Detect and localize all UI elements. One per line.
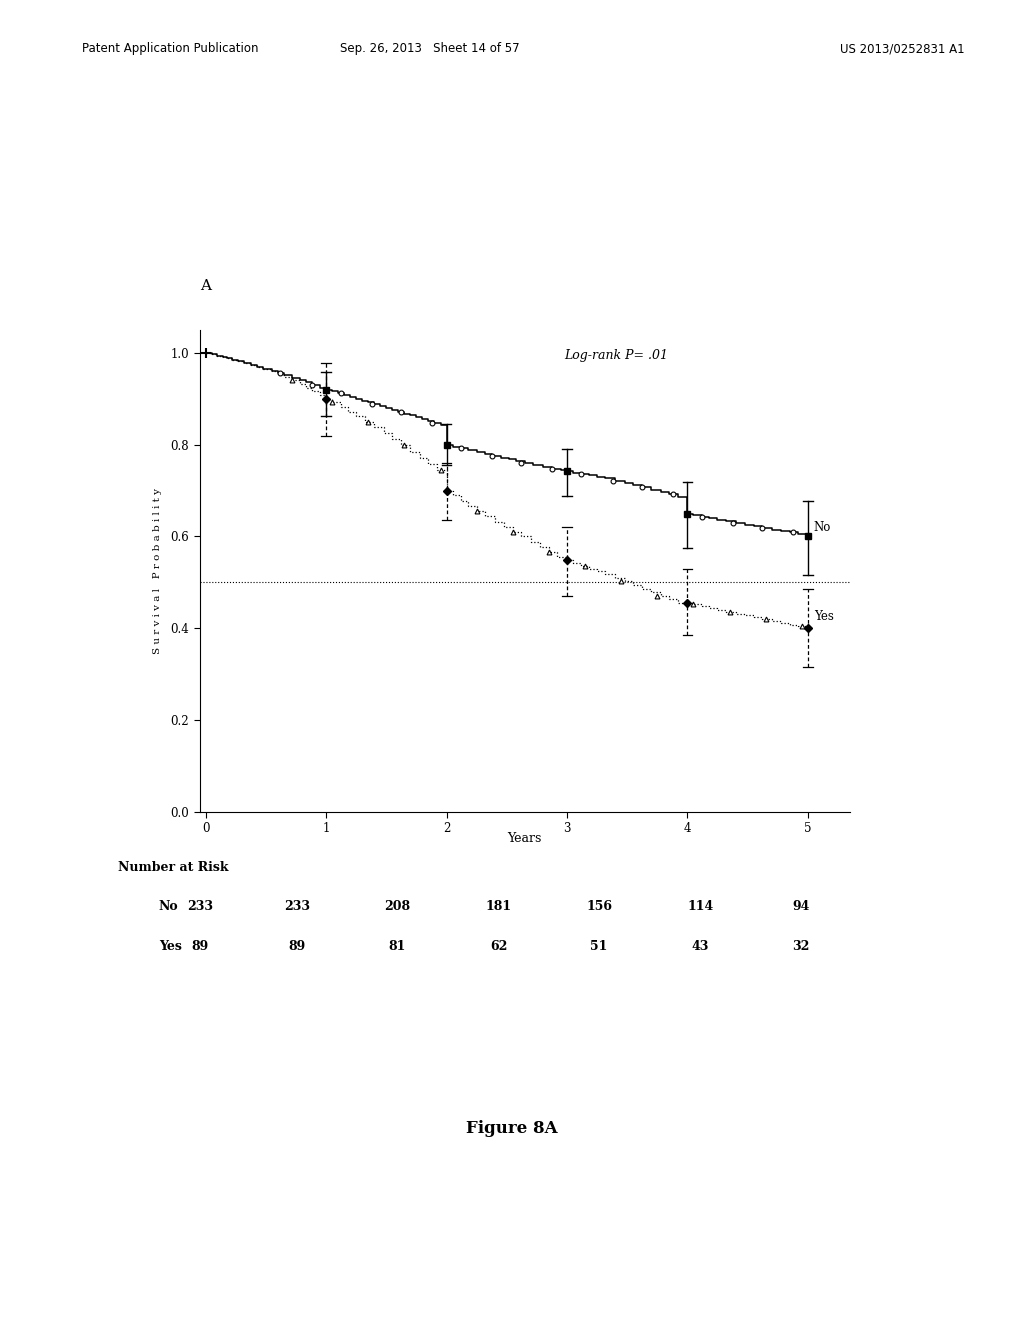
Text: Log-rank P= .01: Log-rank P= .01 — [564, 350, 668, 362]
Y-axis label: S u r v i v a l   P r o b a b i l i t y: S u r v i v a l P r o b a b i l i t y — [154, 488, 162, 653]
Text: 156: 156 — [586, 900, 612, 913]
Text: 89: 89 — [289, 940, 305, 953]
Text: 62: 62 — [490, 940, 507, 953]
Text: 233: 233 — [284, 900, 310, 913]
Text: 32: 32 — [793, 940, 809, 953]
Text: Patent Application Publication: Patent Application Publication — [82, 42, 258, 55]
Text: 94: 94 — [793, 900, 809, 913]
Text: No: No — [814, 521, 831, 533]
Text: No: No — [159, 900, 178, 913]
Text: Sep. 26, 2013   Sheet 14 of 57: Sep. 26, 2013 Sheet 14 of 57 — [340, 42, 520, 55]
Text: A: A — [200, 279, 211, 293]
Text: 208: 208 — [384, 900, 411, 913]
Text: Yes: Yes — [814, 610, 834, 623]
Text: 89: 89 — [191, 940, 208, 953]
Text: 233: 233 — [186, 900, 213, 913]
Text: 81: 81 — [389, 940, 406, 953]
Text: 114: 114 — [687, 900, 714, 913]
Text: 181: 181 — [485, 900, 512, 913]
Text: 51: 51 — [591, 940, 607, 953]
Text: 43: 43 — [692, 940, 709, 953]
Text: Years: Years — [507, 832, 542, 845]
Text: Figure 8A: Figure 8A — [466, 1121, 558, 1137]
Text: Yes: Yes — [159, 940, 181, 953]
Text: Number at Risk: Number at Risk — [118, 861, 228, 874]
Text: US 2013/0252831 A1: US 2013/0252831 A1 — [840, 42, 965, 55]
